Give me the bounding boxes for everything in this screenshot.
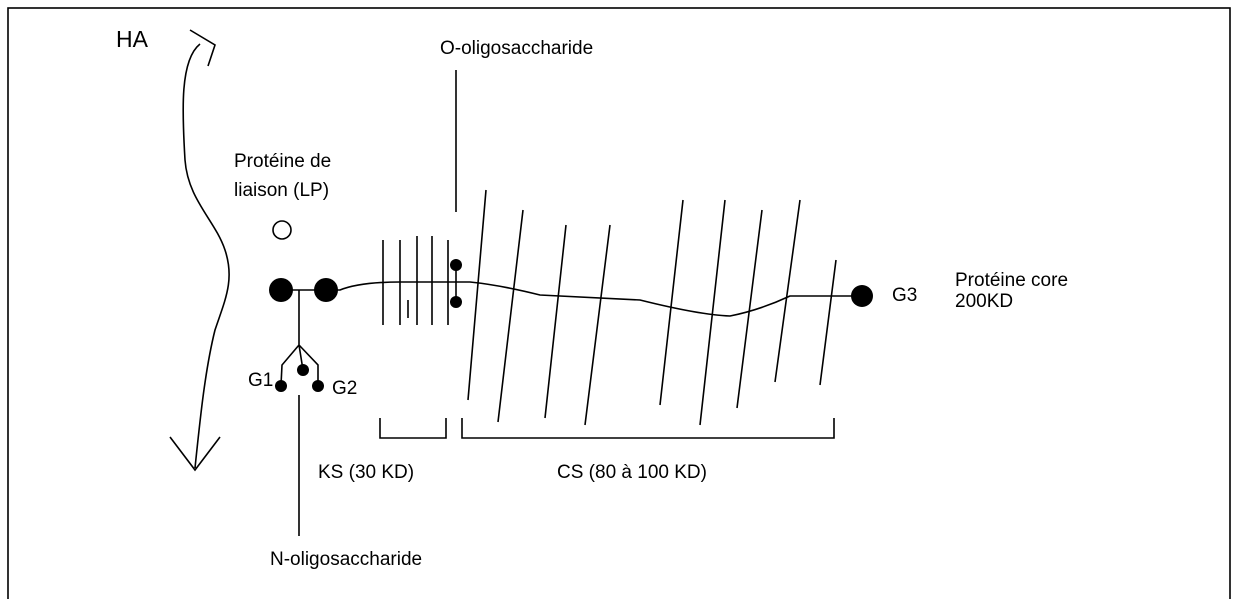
cs-bracket (461, 418, 835, 439)
g1-label: G1 (248, 370, 273, 391)
sugar (297, 364, 309, 376)
ks-chains (382, 236, 449, 325)
ha-label: HA (116, 26, 149, 52)
g2-label: G2 (332, 378, 357, 399)
n-oligo-branch (280, 290, 319, 536)
o-oligo-label: O-oligosaccharide (440, 38, 593, 59)
n-oligo-label: N-oligosaccharide (270, 549, 422, 570)
cs-label: CS (80 à 100 KD) (557, 462, 707, 483)
sugar (450, 259, 462, 271)
lp-label: Protéine de (234, 151, 331, 172)
core-label: 200KD (955, 291, 1013, 312)
frame (7, 7, 1231, 599)
sugar (450, 296, 462, 308)
g3-domain (851, 285, 873, 307)
lp-label: liaison (LP) (234, 180, 329, 201)
core-protein (281, 281, 862, 317)
ks-label: KS (30 KD) (318, 462, 414, 483)
g2-domain (314, 278, 338, 302)
g3-label: G3 (892, 285, 917, 306)
sugar (312, 380, 324, 392)
g1-domain (269, 278, 293, 302)
sugar (275, 380, 287, 392)
link-protein (272, 220, 292, 240)
ha-chain (169, 29, 230, 472)
ks-bracket (379, 418, 447, 439)
cs-chains (467, 189, 837, 426)
core-label: Protéine core (955, 270, 1068, 291)
